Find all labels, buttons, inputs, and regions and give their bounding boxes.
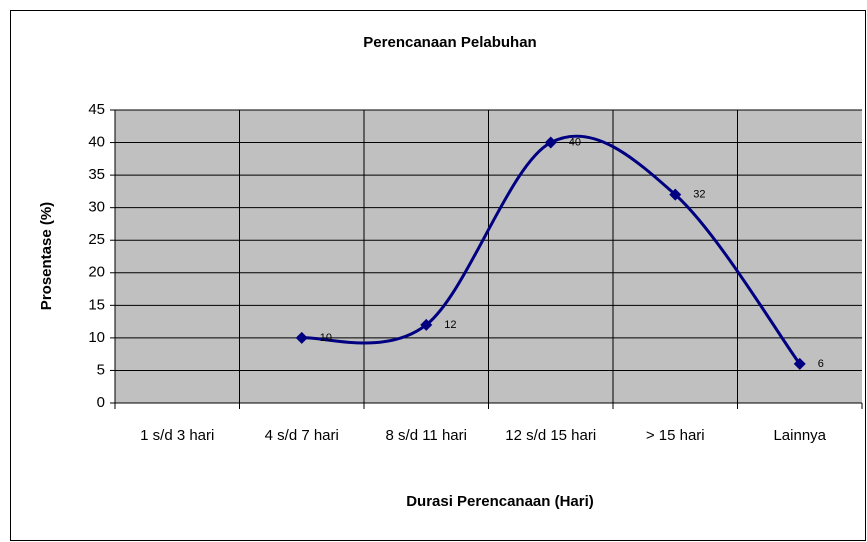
data-label: 10 [320,332,332,344]
x-tick-label: 8 s/d 11 hari [385,427,467,444]
data-point [544,136,557,149]
y-tick-label: 5 [97,361,105,378]
x-tick-label: 4 s/d 7 hari [264,427,339,444]
x-tick-label: 12 s/d 15 hari [505,427,597,444]
y-tick-label: 25 [88,231,105,248]
y-tick-label: 10 [88,329,105,346]
y-tick-label: 0 [97,394,105,411]
data-label: 40 [569,136,581,148]
y-tick-label: 40 [88,134,105,151]
chart-title: Perencanaan Pelabuhan [363,34,536,51]
data-point [295,331,308,344]
x-tick-label: > 15 hari [645,427,705,444]
data-label: 6 [818,358,824,370]
data-label: 32 [693,189,705,201]
y-tick-label: 45 [88,101,105,118]
data-label: 12 [444,319,456,331]
y-tick-label: 15 [88,296,105,313]
data-point [793,357,806,370]
y-tick-label: 30 [88,199,105,216]
x-axis-title: Durasi Perencanaan (Hari) [406,493,594,510]
y-axis-title: Prosentase (%) [38,202,55,310]
y-tick-label: 20 [88,264,105,281]
x-tick-label: Lainnya [773,427,827,444]
data-point [669,188,682,201]
x-tick-label: 1 s/d 3 hari [140,427,215,444]
y-tick-label: 35 [88,166,105,183]
data-point [420,318,433,331]
